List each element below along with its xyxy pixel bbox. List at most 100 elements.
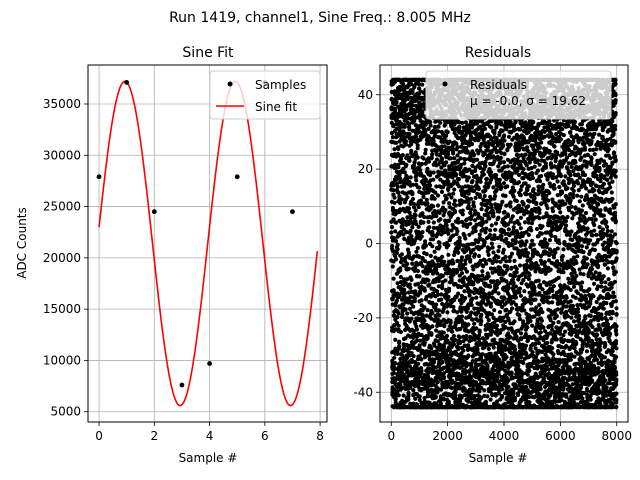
residual-point [446,243,451,248]
residual-point [456,216,461,221]
residual-point [494,285,499,290]
sine-fit-grid [88,65,327,422]
residual-point [406,221,411,227]
residual-point [426,278,431,283]
residual-point [488,397,493,402]
residual-point [402,291,408,296]
residual-point [497,209,502,214]
residual-point [494,323,499,328]
residual-point [407,210,412,215]
residual-point [447,192,452,197]
residual-point [392,147,397,152]
residual-point [451,191,456,196]
residual-point [470,317,475,322]
residual-point [392,355,397,360]
residual-point [417,185,422,190]
sine-fit-xtick-label: 4 [206,429,214,443]
residual-point [396,146,401,151]
residual-point [438,387,444,392]
sine-fit-legend: Samples Sine fit [209,70,321,120]
residual-point [419,332,424,338]
residual-point [436,284,441,289]
residual-point [406,397,411,402]
residual-point [522,289,527,294]
residual-point [507,258,512,264]
residual-point [509,265,514,270]
residual-point [418,124,423,129]
residual-point [422,214,427,220]
residual-point [428,123,433,128]
residual-point [412,85,417,90]
residual-point [392,364,397,369]
sine-fit-xtick-label: 0 [95,429,103,443]
residual-point [454,365,459,370]
residual-point [411,202,417,207]
residual-point [498,155,503,160]
residual-point [397,339,402,344]
residual-point [391,124,396,129]
residual-point [527,199,532,204]
residual-point [416,205,421,210]
residual-point [449,195,454,200]
residual-point [411,205,417,210]
residual-point [451,333,456,339]
residual-point [489,241,494,246]
residual-point [393,257,399,262]
residual-point [422,395,427,401]
residual-point [455,310,460,315]
residual-point [392,200,397,205]
residual-point [497,177,502,182]
residual-point [391,276,396,281]
residual-point [459,314,464,319]
residual-point [451,308,457,313]
residual-point [414,327,419,332]
residual-point [417,397,422,402]
residual-point [436,129,441,134]
residual-point [396,190,401,195]
residual-point [389,131,394,136]
residual-point [471,153,477,158]
residual-point [522,220,528,225]
residual-point [448,156,453,161]
residual-point [409,277,414,282]
residual-point [472,204,477,209]
residual-point [444,196,449,201]
residual-point [521,167,526,172]
residual-point [447,167,452,172]
sample-point [207,361,212,366]
residual-point [525,251,531,256]
residual-point [518,187,523,192]
residual-point [506,134,512,139]
residual-point [525,372,530,377]
residual-point [514,270,519,275]
residual-point [464,269,469,274]
residual-point [488,228,493,233]
residual-point [442,375,447,380]
residual-point [413,115,418,120]
residual-point [410,103,415,108]
residual-point [527,368,532,373]
residual-point [444,133,449,138]
residual-point [429,331,434,336]
residual-point [502,151,507,156]
residual-point [414,338,419,343]
sine-fit-data [96,80,319,407]
residual-point [436,308,441,313]
residual-point [466,353,471,358]
residual-point [419,357,424,362]
residual-point [500,199,505,204]
residual-point [489,223,494,228]
residual-point [440,254,445,259]
residual-point [524,239,529,244]
residual-point [508,142,513,147]
residual-point [407,282,412,287]
residual-point [437,313,442,318]
residual-point [513,239,519,244]
residual-point [409,234,414,239]
residual-point [447,201,452,206]
residual-point [411,163,417,168]
residual-point [408,385,413,390]
residual-point [450,329,455,334]
residual-point [406,206,412,211]
